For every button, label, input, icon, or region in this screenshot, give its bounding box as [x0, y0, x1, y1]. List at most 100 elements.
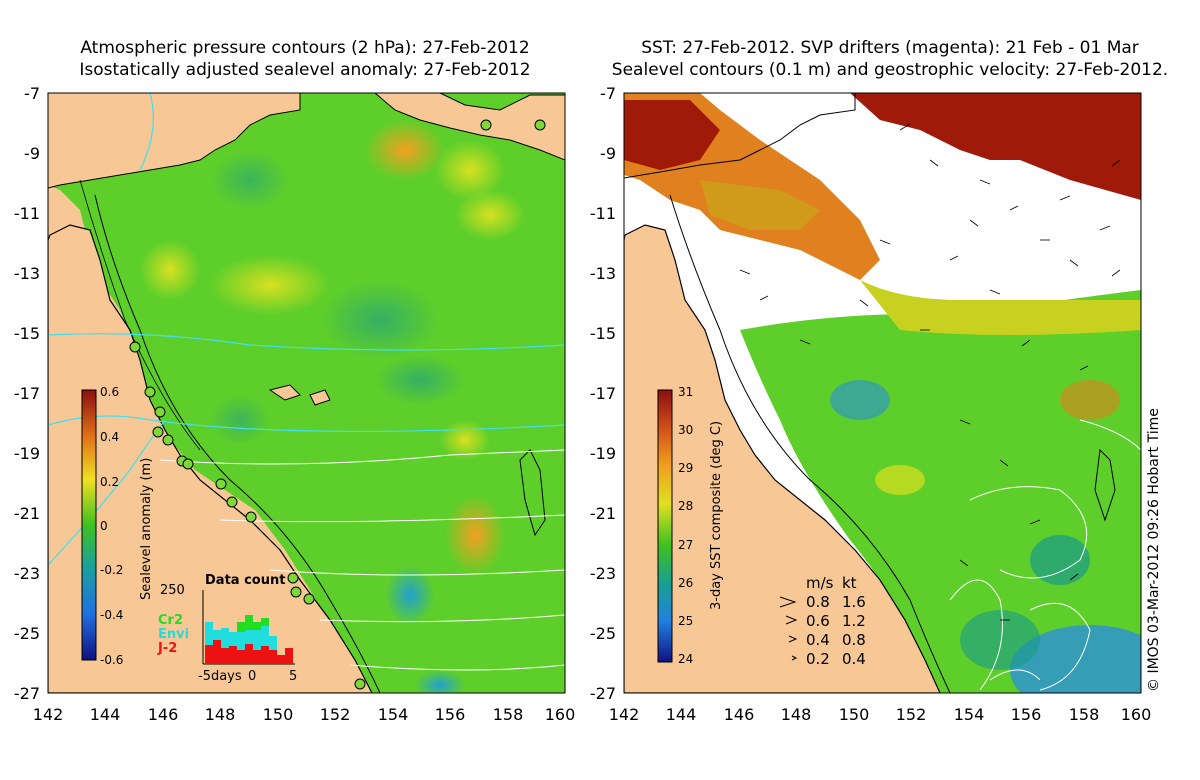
sla-tick: 0	[100, 519, 108, 533]
left-x-axis: 142 144 146 148 150 152 154 156 158 160	[33, 705, 576, 724]
speed-key-ms: 0.2	[806, 650, 830, 668]
x-label: 154	[954, 705, 985, 724]
sst-tick: 26	[678, 576, 693, 590]
sst-tick: 29	[678, 461, 693, 475]
right-title-line2: Sealevel contours (0.1 m) and geostrophi…	[611, 60, 1169, 80]
y-label: -15	[14, 324, 40, 343]
x-label: 150	[839, 705, 870, 724]
speed-key: m/s kt 0.8 1.6 0.6 1.2 0.4 0.8 0.2 0.4	[779, 574, 866, 668]
left-new-britain	[374, 93, 565, 161]
speed-key-kt-header: kt	[842, 574, 857, 592]
y-label: -19	[590, 444, 616, 463]
right-title-line1: SST: 27-Feb-2012. SVP drifters (magenta)…	[641, 38, 1139, 58]
speed-key-kt: 0.4	[842, 650, 866, 668]
y-label: -11	[14, 204, 40, 223]
sla-tick: -0.6	[100, 653, 123, 667]
y-label: -25	[590, 624, 616, 643]
left-title-line2: Isostatically adjusted sealevel anomaly:…	[79, 60, 531, 80]
inset-xlabel: -5days	[198, 669, 242, 684]
sla-tick: 0.2	[100, 475, 119, 489]
x-label: 160	[545, 705, 576, 724]
sla-tick: 0.6	[100, 385, 119, 399]
inset-ymax: 250	[160, 583, 185, 598]
y-label: -23	[590, 564, 616, 583]
speed-key-ms: 0.6	[806, 612, 830, 630]
sla-colorbar-label: Sealevel anomaly (m)	[139, 458, 154, 600]
legend-j2: J-2	[157, 641, 177, 656]
right-australia-land	[624, 224, 941, 693]
right-map	[624, 93, 1141, 693]
speed-key-kt: 0.8	[842, 631, 866, 649]
sst-colorbar: 31 30 29 28 27 26 25 24 3-day SST compos…	[657, 385, 724, 666]
x-label: 142	[609, 705, 640, 724]
speed-key-kt: 1.2	[842, 612, 866, 630]
y-label: -15	[590, 324, 616, 343]
speed-key-ms: 0.8	[806, 593, 830, 611]
y-label: -23	[14, 564, 40, 583]
inset-title: Data count	[205, 573, 285, 588]
x-label: 148	[781, 705, 812, 724]
legend-cr2: Cr2	[158, 613, 183, 628]
x-label: 148	[205, 705, 236, 724]
sst-tick: 31	[678, 385, 693, 399]
y-label: -7	[24, 84, 40, 103]
y-label: -21	[590, 504, 616, 523]
sst-tick: 30	[678, 423, 693, 437]
sst-colorbar-label: 3-day SST composite (deg C)	[709, 421, 724, 610]
y-label: -17	[590, 384, 616, 403]
y-label: -19	[14, 444, 40, 463]
x-label: 160	[1121, 705, 1152, 724]
x-label: 158	[1069, 705, 1100, 724]
x-label: 158	[493, 705, 524, 724]
velocity-vectors	[739, 123, 1121, 621]
y-label: -13	[14, 264, 40, 283]
sla-colorbar: 0.6 0.4 0.2 0 -0.2 -0.4 -0.6 Sealevel an…	[81, 385, 154, 667]
left-png-land	[48, 93, 301, 189]
imos-credit: © IMOS 03-Mar-2012 09:26 Hobart Time	[1146, 408, 1162, 692]
sla-tick: -0.4	[100, 608, 123, 622]
tide-gauge-markers	[129, 119, 546, 690]
right-x-axis: 142 144 146 148 150 152 154 156 158 160	[609, 705, 1152, 724]
x-label: 152	[896, 705, 927, 724]
x-label: 150	[263, 705, 294, 724]
speed-key-ms-header: m/s	[806, 574, 834, 592]
x-label: 142	[33, 705, 64, 724]
y-label: -21	[14, 504, 40, 523]
x-label: 144	[666, 705, 697, 724]
left-y-axis: -7 -9 -11 -13 -15 -17 -19 -21 -23 -25 -2…	[14, 84, 40, 703]
left-map-frame	[47, 92, 566, 694]
x-label: 144	[90, 705, 121, 724]
sla-tick: 0.4	[100, 430, 119, 444]
right-map-frame	[623, 92, 1142, 694]
y-label: -7	[600, 84, 616, 103]
sla-tick: -0.2	[100, 563, 123, 577]
legend-envi: Envi	[158, 627, 189, 642]
inset-bars	[205, 615, 293, 664]
x-label: 156	[435, 705, 466, 724]
sst-tick: 27	[678, 538, 693, 552]
inset-xlabel: 0	[248, 669, 256, 684]
x-label: 146	[724, 705, 755, 724]
left-map	[48, 93, 565, 693]
data-count-inset: Data count 250 Cr2 Envi J-2 -5days 0 5	[157, 573, 297, 684]
inset-xlabel: 5	[289, 669, 297, 684]
right-y-axis: -7 -9 -11 -13 -15 -17 -19 -21 -23 -25 -2…	[590, 84, 616, 703]
x-label: 146	[148, 705, 179, 724]
y-label: -27	[14, 684, 40, 703]
y-label: -9	[24, 144, 40, 163]
speed-key-kt: 1.6	[842, 593, 866, 611]
y-label: -17	[14, 384, 40, 403]
y-label: -13	[590, 264, 616, 283]
y-label: -25	[14, 624, 40, 643]
sst-tick: 24	[678, 652, 693, 666]
left-title-line1: Atmospheric pressure contours (2 hPa): 2…	[80, 38, 530, 58]
x-label: 156	[1011, 705, 1042, 724]
y-label: -9	[600, 144, 616, 163]
sst-tick: 28	[678, 499, 693, 513]
speed-key-ms: 0.4	[806, 631, 830, 649]
x-label: 154	[378, 705, 409, 724]
y-label: -11	[590, 204, 616, 223]
sst-tick: 25	[678, 614, 693, 628]
y-label: -27	[590, 684, 616, 703]
